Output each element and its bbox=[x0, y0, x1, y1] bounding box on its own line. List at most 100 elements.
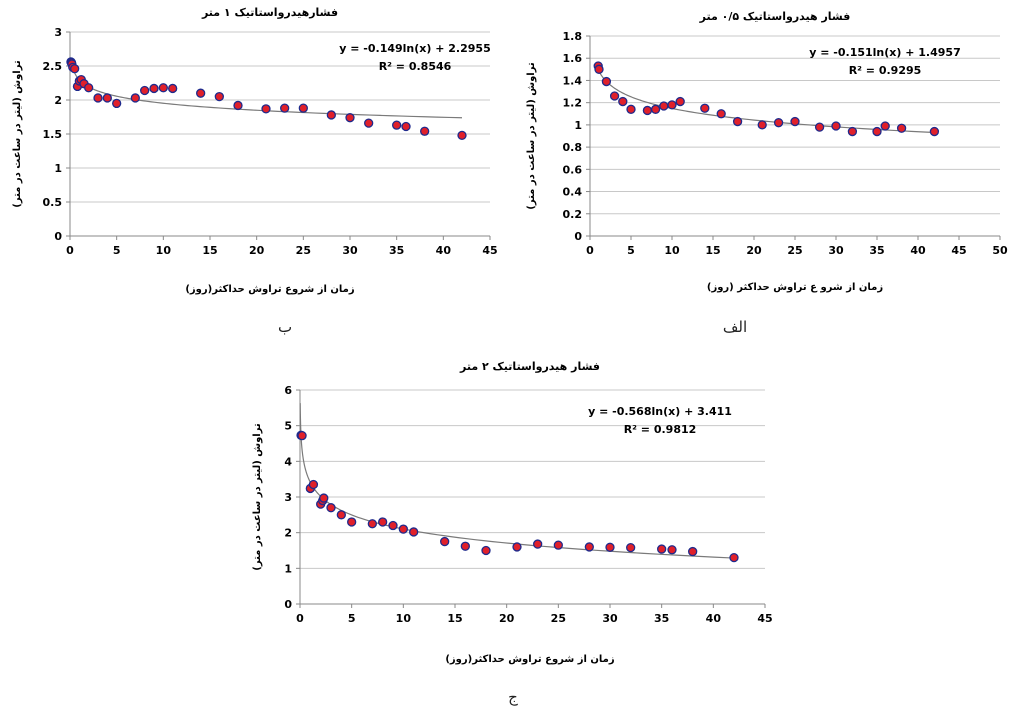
data-point bbox=[440, 536, 450, 547]
data-point bbox=[460, 541, 470, 551]
data-point bbox=[420, 126, 430, 136]
chart-title: فشارهیدرواستاتیک ۱ متر bbox=[201, 6, 338, 19]
y-tick-label: 0.2 bbox=[563, 208, 583, 221]
y-tick-label: 1 bbox=[574, 119, 582, 132]
data-point bbox=[158, 83, 168, 93]
x-tick-label: 0 bbox=[296, 612, 304, 625]
x-tick-label: 20 bbox=[499, 612, 515, 625]
data-point bbox=[896, 123, 907, 133]
y-tick-label: 0.5 bbox=[43, 196, 63, 209]
y-tick-label: 2.5 bbox=[43, 60, 63, 73]
data-point bbox=[308, 479, 319, 490]
data-point bbox=[642, 105, 653, 116]
data-point bbox=[409, 527, 419, 537]
y-tick-label: 5 bbox=[284, 420, 292, 433]
y-tick-label: 1.6 bbox=[563, 52, 583, 65]
data-point bbox=[261, 104, 271, 114]
data-point bbox=[112, 98, 122, 109]
data-point bbox=[757, 120, 767, 130]
x-tick-label: 30 bbox=[828, 244, 844, 257]
x-axis-label: زمان از شروع تراوش حداکثر(روز) bbox=[185, 284, 355, 295]
y-tick-label: 1.4 bbox=[563, 74, 583, 87]
y-tick-label: 0.8 bbox=[563, 141, 583, 154]
data-point bbox=[102, 93, 112, 103]
data-point bbox=[729, 552, 739, 563]
data-point bbox=[700, 103, 710, 113]
data-point bbox=[872, 126, 882, 137]
data-point bbox=[732, 116, 743, 127]
x-tick-label: 50 bbox=[992, 244, 1008, 257]
data-point bbox=[667, 545, 677, 555]
data-point bbox=[481, 545, 491, 556]
data-point bbox=[326, 110, 336, 120]
data-point bbox=[657, 544, 667, 554]
data-point bbox=[533, 539, 543, 549]
data-point bbox=[398, 524, 408, 534]
scatter-chart-05m: فشار هیدرواستاتیک ۰/۵ متر 0 0.2 0.4 0.6 0.8 1 1… bbox=[526, 10, 1008, 293]
data-point bbox=[626, 104, 636, 114]
trend-equation: y = -0.149ln(x) + 2.2955 bbox=[339, 42, 490, 55]
x-tick-label: 15 bbox=[705, 244, 720, 257]
data-point bbox=[609, 91, 620, 101]
x-tick-label: 20 bbox=[249, 244, 265, 257]
data-point bbox=[512, 542, 522, 552]
data-point bbox=[84, 83, 94, 93]
caption-alef: الف bbox=[722, 318, 748, 336]
y-tick-label: 0 bbox=[54, 230, 62, 243]
data-point bbox=[298, 103, 308, 113]
x-tick-label: 30 bbox=[342, 244, 358, 257]
data-point bbox=[326, 503, 336, 513]
x-tick-label: 45 bbox=[951, 244, 966, 257]
y-tick-label: 2 bbox=[54, 94, 62, 107]
r-squared: R² = 0.9812 bbox=[624, 423, 697, 436]
r-squared: R² = 0.8546 bbox=[379, 60, 452, 73]
x-tick-label: 25 bbox=[787, 244, 802, 257]
data-point bbox=[605, 542, 615, 552]
x-axis-label: زمان از شرو ع تراوش حداکثر (روز) bbox=[707, 282, 883, 293]
x-tick-label: 30 bbox=[602, 612, 618, 625]
data-point bbox=[675, 96, 685, 107]
data-point bbox=[790, 116, 800, 127]
data-point bbox=[773, 118, 784, 128]
x-tick-label: 10 bbox=[156, 244, 172, 257]
x-tick-label: 40 bbox=[706, 612, 722, 625]
data-point bbox=[196, 88, 206, 98]
y-tick-label: 0 bbox=[284, 598, 292, 611]
data-point bbox=[364, 118, 374, 128]
data-point bbox=[401, 121, 411, 132]
caption-b: ب bbox=[277, 318, 293, 336]
y-tick-label: 1.2 bbox=[563, 97, 583, 110]
trendline bbox=[299, 403, 735, 559]
chart-panel-1m: فشارهیدرواستاتیک ۱ متر 0 0.5 1 1.5 2 2.5 3 0 5 10 1… bbox=[0, 0, 500, 300]
data-point bbox=[347, 517, 357, 527]
data-point bbox=[168, 83, 178, 94]
chart-title: فشار هیدرواستاتیک ۲ متر bbox=[459, 360, 600, 373]
x-tick-label: 5 bbox=[348, 612, 356, 625]
r-squared: R² = 0.9295 bbox=[849, 64, 922, 77]
chart-panel-05m: فشار هیدرواستاتیک ۰/۵ متر 0 0.2 0.4 0.6 0.8 1 1… bbox=[510, 0, 1013, 300]
data-point bbox=[70, 64, 80, 74]
x-tick-label: 40 bbox=[910, 244, 926, 257]
data-point bbox=[392, 120, 402, 130]
data-point bbox=[319, 493, 329, 503]
y-axis-label: تراوش (لیتر در ساعت در متر) bbox=[526, 62, 537, 210]
data-point bbox=[814, 122, 825, 132]
data-point bbox=[378, 517, 388, 527]
data-point bbox=[233, 100, 243, 111]
y-tick-label: 2 bbox=[284, 527, 292, 540]
y-tick-label: 3 bbox=[284, 491, 292, 504]
x-tick-label: 10 bbox=[396, 612, 412, 625]
data-point bbox=[553, 540, 563, 550]
trend-equation: y = -0.151ln(x) + 1.4957 bbox=[809, 46, 960, 59]
x-tick-label: 35 bbox=[654, 612, 669, 625]
y-axis-label: تراوش (لیتر در ساعت در متر) bbox=[252, 423, 263, 571]
x-tick-label: 5 bbox=[627, 244, 635, 257]
data-point bbox=[626, 542, 636, 553]
x-axis-label: زمان از شروع تراوش حداکثر(روز) bbox=[445, 654, 615, 665]
x-tick-label: 0 bbox=[66, 244, 74, 257]
data-point bbox=[929, 126, 940, 137]
y-tick-label: 1 bbox=[54, 162, 62, 175]
data-point bbox=[650, 104, 661, 114]
data-point bbox=[831, 121, 841, 131]
y-tick-label: 0 bbox=[574, 230, 582, 243]
